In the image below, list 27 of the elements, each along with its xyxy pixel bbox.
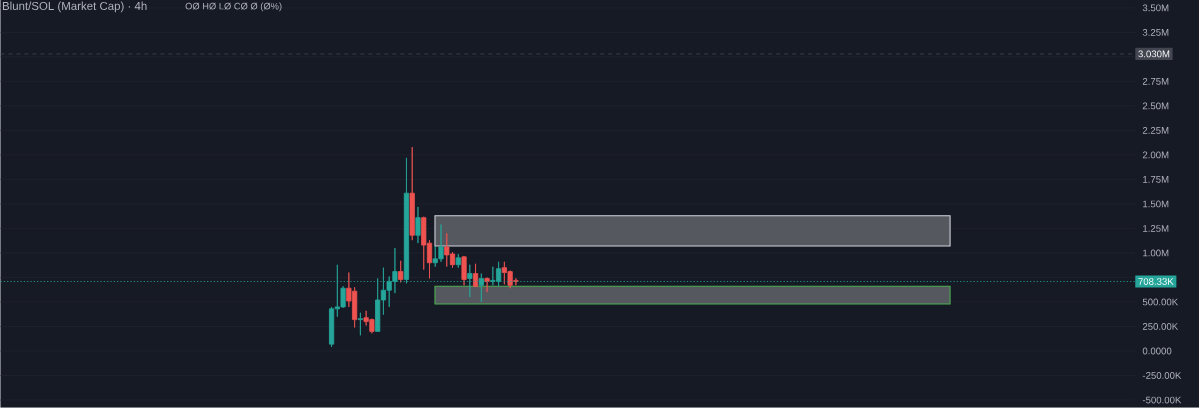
candlestick [455, 253, 461, 269]
candlestick [409, 146, 415, 241]
y-tick-label: 500.00K [1142, 298, 1179, 306]
candlestick [472, 263, 479, 288]
y-tick-label: 0.0000 [1142, 347, 1172, 355]
y-tick-label: 2.25M [1142, 127, 1169, 134]
y-tick-label: 1.75M [1143, 176, 1169, 183]
ref-line-label: 708.33K [1138, 278, 1174, 285]
candlestick [484, 277, 490, 293]
y-tick-label: 1.50M [1143, 200, 1169, 208]
y-tick-label: 1.25M [1143, 225, 1169, 232]
y-tick-label: 3.25M [1142, 29, 1169, 36]
candlestick [461, 255, 467, 286]
y-tick-label: 2.50M [1142, 102, 1169, 110]
ref-line-label: 3.030M [1138, 50, 1170, 58]
y-tick-label: -250.00K [1142, 372, 1182, 379]
chart-subtitle: OØ HØ LØ CØ Ø (Ø%) [185, 2, 282, 12]
y-tick-label: 1.00M [1143, 249, 1169, 257]
candlestick [357, 312, 363, 336]
candlestick [415, 206, 421, 244]
y-tick-label: -500.00K [1142, 396, 1182, 404]
y-tick-label: 250.00K [1142, 323, 1179, 330]
y-tick-label: 3.50M [1142, 4, 1169, 12]
y-tick-label: 2.75M [1142, 78, 1169, 85]
candlestick [398, 260, 404, 283]
y-tick-label: 2.00M [1142, 151, 1169, 159]
chart-title: Blunt/SOL (Market Cap) · 4h [2, 1, 147, 13]
